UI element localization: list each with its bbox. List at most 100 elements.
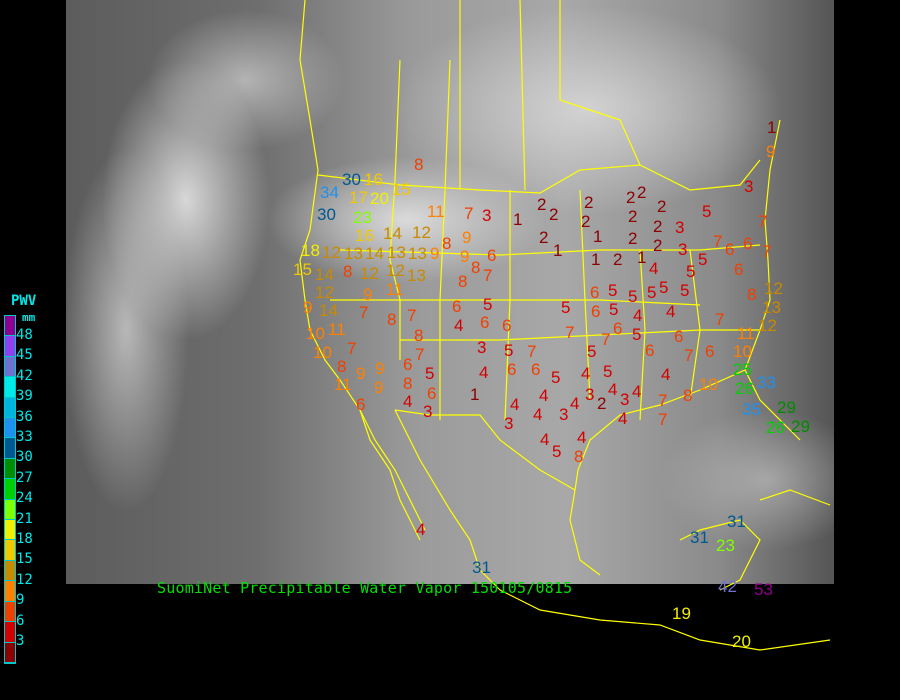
station-pwv-value: 5 <box>425 364 435 383</box>
legend-swatch <box>5 601 15 623</box>
legend-swatch <box>5 336 15 357</box>
station-pwv-value: 2 <box>626 188 636 207</box>
station-pwv-value: 23 <box>353 208 372 227</box>
station-pwv-value: 3 <box>744 177 754 196</box>
station-pwv-value: 5 <box>608 281 618 300</box>
station-pwv-value: 7 <box>601 330 611 349</box>
station-pwv-value: 7 <box>359 303 369 322</box>
station-pwv-value: 6 <box>705 342 715 361</box>
station-pwv-value: 6 <box>427 384 437 403</box>
legend-label: 12 <box>16 571 33 588</box>
station-pwv-value: 29 <box>777 398 796 417</box>
station-pwv-value: 9 <box>374 378 384 397</box>
station-pwv-value: 3 <box>477 338 487 357</box>
station-pwv-value: 31 <box>472 558 491 577</box>
station-pwv-value: 2 <box>581 212 591 231</box>
station-pwv-value: 30 <box>342 170 361 189</box>
station-pwv-value: 14 <box>315 265 334 284</box>
station-pwv-value: 3 <box>620 390 630 409</box>
station-pwv-value: 12 <box>360 264 379 283</box>
station-pwv-value: 4 <box>416 520 426 539</box>
map-caption: SuomiNet Precipitable Water Vapor 150105… <box>157 579 573 597</box>
legend-label: 6 <box>16 612 25 629</box>
legend-label: 30 <box>16 449 33 466</box>
station-pwv-value: 3 <box>423 402 433 421</box>
boundary-lines <box>299 0 831 651</box>
station-pwv-value: 9 <box>462 228 472 247</box>
station-pwv-value: 14 <box>383 224 402 243</box>
station-pwv-value: 31 <box>727 512 746 531</box>
us-mexico-border <box>394 409 576 491</box>
station-pwv-value: 5 <box>603 362 613 381</box>
west-coastline <box>299 0 426 531</box>
station-pwv-value: 16 <box>355 226 374 245</box>
station-pwv-value: 34 <box>320 183 339 202</box>
state-border <box>439 59 451 420</box>
legend-unit: mm <box>22 311 36 324</box>
legend-swatch <box>5 458 15 480</box>
station-pwv-value: 4 <box>581 364 591 383</box>
legend-swatch <box>5 438 15 459</box>
station-pwv-value: 5 <box>659 278 669 297</box>
station-pwv-value: 6 <box>591 302 601 321</box>
station-pwv-value: 26 <box>766 418 785 437</box>
station-pwv-value: 4 <box>661 365 671 384</box>
station-pwv-value: 12 <box>412 223 431 242</box>
station-pwv-value: 13 <box>408 244 427 263</box>
station-pwv-value: 14 <box>365 244 384 263</box>
station-pwv-value: 2 <box>597 394 607 413</box>
station-pwv-value: 7 <box>527 342 537 361</box>
yucatan-coast <box>679 519 761 591</box>
station-pwv-value: 25 <box>733 360 752 379</box>
legend-swatch <box>5 581 15 602</box>
station-pwv-value: 4 <box>479 363 489 382</box>
station-pwv-value: 8 <box>574 447 584 466</box>
legend-label: 3 <box>16 633 25 649</box>
station-pwv-value: 9 <box>356 364 366 383</box>
station-pwv-value: 6 <box>502 316 512 335</box>
station-pwv-value: 8 <box>414 155 424 174</box>
station-pwv-value: 10 <box>733 342 752 361</box>
legend-label: 36 <box>16 408 33 425</box>
station-pwv-value: 1 <box>767 118 777 137</box>
legend-swatch <box>5 479 15 500</box>
station-pwv-value: 8 <box>471 258 481 277</box>
station-pwv-value: 15 <box>392 180 411 199</box>
station-pwv-value: 6 <box>743 234 753 253</box>
station-pwv-value: 5 <box>686 262 696 281</box>
station-pwv-value: 6 <box>531 360 541 379</box>
station-pwv-value: 4 <box>454 316 464 335</box>
station-pwv-value: 5 <box>483 295 493 314</box>
station-pwv-value: 26 <box>735 379 754 398</box>
station-pwv-value: 7 <box>407 306 417 325</box>
station-pwv-value: 5 <box>551 368 561 387</box>
station-pwv-value: 13 <box>762 298 781 317</box>
station-pwv-value: 3 <box>678 240 688 259</box>
station-pwv-value: 4 <box>570 394 580 413</box>
state-border <box>579 189 591 401</box>
station-pwv-value: 2 <box>584 193 594 212</box>
station-pwv-value: 2 <box>628 229 638 248</box>
legend-swatch <box>5 397 15 419</box>
station-pwv-value: 6 <box>452 297 462 316</box>
station-pwv-value: 6 <box>613 319 623 338</box>
station-pwv-value: 12 <box>315 283 334 302</box>
station-pwv-value: 5 <box>698 250 708 269</box>
station-pwv-value: 7 <box>415 345 425 364</box>
station-pwv-value: 4 <box>618 409 628 428</box>
legend-label: 42 <box>16 367 33 384</box>
legend-label: 33 <box>16 429 33 445</box>
station-pwv-value: 7 <box>758 212 768 231</box>
station-pwv-value: 35 <box>742 400 761 419</box>
station-pwv-value: 42 <box>718 577 737 596</box>
station-pwv-value: 13 <box>407 266 426 285</box>
station-pwv-value: 5 <box>702 202 712 221</box>
legend-title: PWV <box>11 293 37 309</box>
legend-swatch <box>5 356 15 378</box>
station-pwv-value: 12 <box>322 243 341 262</box>
station-pwv-value: 5 <box>628 287 638 306</box>
station-pwv-value: 7 <box>715 310 725 329</box>
station-pwv-value: 7 <box>483 266 493 285</box>
mexico-coast <box>394 409 831 651</box>
